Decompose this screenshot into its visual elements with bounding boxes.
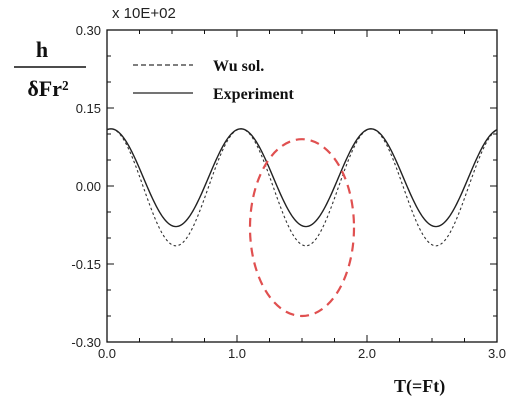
ylabel-denominator: δFr² — [27, 76, 69, 101]
x-tick-label: 1.0 — [228, 346, 246, 361]
series-group — [106, 128, 498, 247]
legend: Wu sol. Experiment — [133, 58, 295, 103]
legend-label-experiment: Experiment — [213, 86, 295, 103]
scale-note: x 10E+02 — [112, 5, 176, 22]
x-tick-label: 0.0 — [98, 346, 116, 361]
y-tick-label: 0.15 — [76, 101, 101, 116]
ylabel-numerator: h — [36, 37, 48, 62]
y-tick-label: -0.15 — [71, 257, 101, 272]
legend-label-wu: Wu sol. — [213, 58, 264, 75]
series-line-1 — [106, 128, 498, 228]
y-tick-label: 0.00 — [76, 179, 101, 194]
plot-frame — [106, 29, 498, 343]
y-tick-label: 0.30 — [76, 23, 101, 38]
series-line-0 — [106, 128, 498, 247]
axis-ticks: 0.0 1.0 2.0 3.0 0.30 0.15 0.00 -0.15 -0.30 — [71, 23, 506, 361]
x-tick-label: 3.0 — [488, 346, 506, 361]
y-tick-label: -0.30 — [71, 335, 101, 350]
annotation-circle — [248, 138, 356, 318]
x-tick-label: 2.0 — [358, 346, 376, 361]
xlabel: T(=Ft) — [394, 376, 445, 397]
